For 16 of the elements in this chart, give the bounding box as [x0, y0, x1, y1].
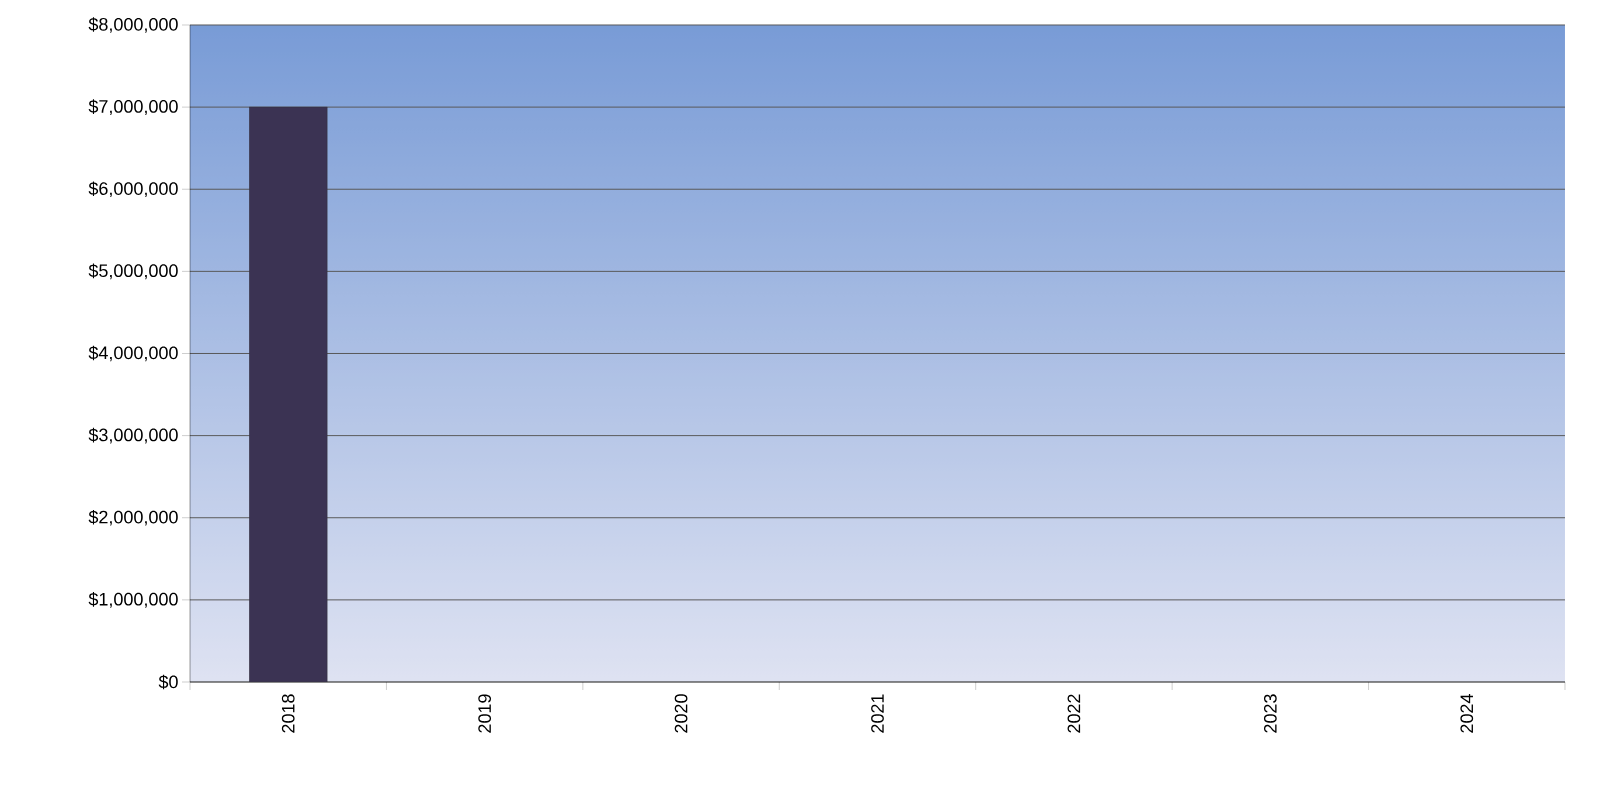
x-tick-label: 2018	[281, 694, 295, 733]
y-tick-label: $6,000,000	[88, 181, 178, 198]
x-tick-label: 2022	[1067, 694, 1081, 733]
x-tick-label: 2024	[1460, 694, 1474, 733]
y-tick-label: $3,000,000	[88, 427, 178, 444]
y-tick-label: $1,000,000	[88, 592, 178, 608]
x-tick-label: 2019	[478, 694, 492, 733]
x-tick-label: 2023	[1263, 694, 1277, 733]
y-tick-label: $7,000,000	[88, 99, 178, 115]
x-tick-label: 2020	[674, 694, 688, 733]
y-tick-label: $0	[158, 674, 178, 690]
y-tick-label: $4,000,000	[88, 345, 178, 362]
y-tick-label: $5,000,000	[88, 263, 178, 280]
y-tick-label: $2,000,000	[88, 509, 178, 526]
y-tick-label: $8,000,000	[88, 17, 178, 33]
x-tick-label: 2021	[871, 694, 884, 733]
